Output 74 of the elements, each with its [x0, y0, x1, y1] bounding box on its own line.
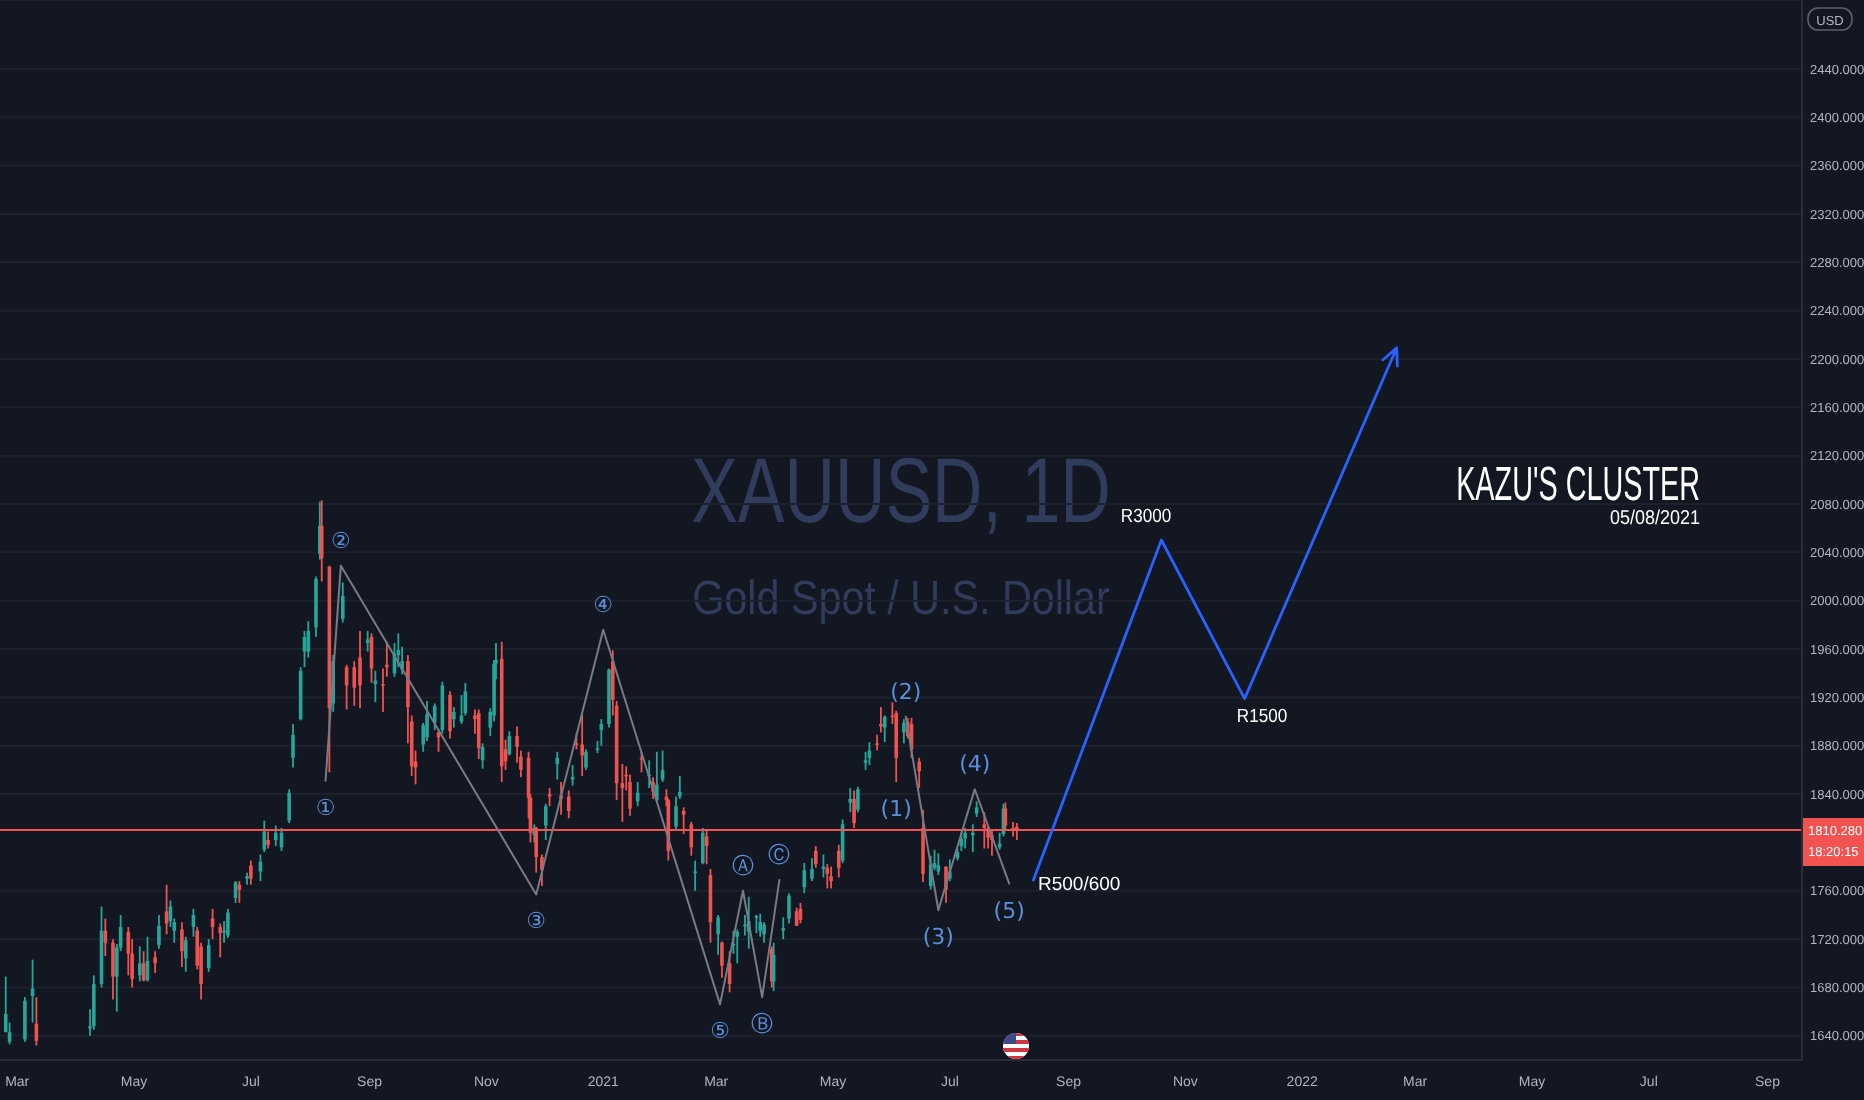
- candlestick: [476, 708, 481, 760]
- candlestick: [23, 996, 27, 1043]
- candlestick: [432, 702, 437, 731]
- candlestick: [92, 974, 96, 1031]
- candlestick: [836, 843, 841, 879]
- candlestick: [762, 921, 766, 944]
- candlestick: [628, 773, 632, 817]
- candlestick: [894, 709, 899, 783]
- candlestick: [875, 733, 879, 752]
- candlestick: [802, 862, 807, 895]
- candlestick: [570, 764, 575, 787]
- candlestick: [917, 756, 921, 789]
- candlestick: [111, 938, 115, 1001]
- candlestick: [701, 827, 705, 866]
- candlestick: [291, 723, 295, 769]
- annotation: R500/600: [1038, 874, 1121, 896]
- candlestick: [287, 788, 291, 824]
- annotation: Ⓑ: [751, 1010, 774, 1037]
- candlestick: [373, 669, 378, 704]
- candlestick: [273, 824, 278, 847]
- annotation: (5): [993, 896, 1025, 923]
- candlestick: [735, 928, 740, 965]
- annotation: (2): [890, 677, 922, 704]
- text: Gold Spot / U.S. Dollar: [692, 571, 1111, 625]
- candlestick: [340, 581, 345, 624]
- annotation: Ⓐ: [732, 851, 755, 878]
- candlestick: [720, 940, 724, 979]
- candlestick: [137, 945, 142, 983]
- candlestick: [543, 802, 548, 841]
- candlestick: [584, 748, 588, 771]
- candlestick: [810, 857, 814, 883]
- candlestick: [547, 787, 552, 808]
- annotation: (3): [922, 923, 954, 950]
- candlestick: [693, 859, 697, 892]
- candlestick: [448, 690, 452, 740]
- annotation: R3000: [1120, 505, 1172, 527]
- candlestick: [218, 922, 223, 959]
- candlestick: [963, 827, 967, 850]
- annotation: (4): [959, 750, 991, 777]
- annotation: 05/08/2021: [1610, 507, 1700, 531]
- candlestick: [157, 914, 161, 950]
- candlestick: [829, 865, 833, 890]
- candlestick: [206, 938, 211, 973]
- candlestick: [566, 789, 571, 820]
- candlestick: [452, 706, 456, 729]
- candlestick: [754, 914, 759, 934]
- annotation: ③: [526, 907, 547, 934]
- candlestick: [226, 908, 230, 939]
- candlestick: [863, 750, 868, 771]
- annotation: ⑤: [710, 1017, 731, 1044]
- candlestick: [249, 859, 253, 886]
- annotation: ④: [593, 590, 614, 617]
- candlestick: [856, 785, 860, 814]
- annotation: Ⓒ: [768, 840, 791, 867]
- candlestick: [716, 914, 720, 956]
- candlestick: [813, 845, 818, 869]
- candlestick: [902, 718, 906, 745]
- candlestick: [358, 630, 362, 710]
- annotation: ①: [315, 793, 336, 820]
- candlestick: [153, 950, 157, 974]
- text: XAUUSD, 1D: [691, 438, 1111, 543]
- annotation: ②: [330, 526, 351, 553]
- candlestick: [555, 750, 560, 781]
- annotation: R1500: [1236, 705, 1288, 727]
- annotation: (1): [880, 795, 912, 822]
- candlestick: [183, 935, 188, 973]
- candlestick: [882, 714, 887, 744]
- candlestick: [758, 912, 763, 938]
- candlestick: [180, 921, 184, 968]
- candlestick: [655, 750, 659, 803]
- candlestick: [848, 787, 853, 814]
- candlestick: [825, 863, 830, 890]
- candlestick: [580, 713, 584, 777]
- candlestick: [365, 630, 370, 653]
